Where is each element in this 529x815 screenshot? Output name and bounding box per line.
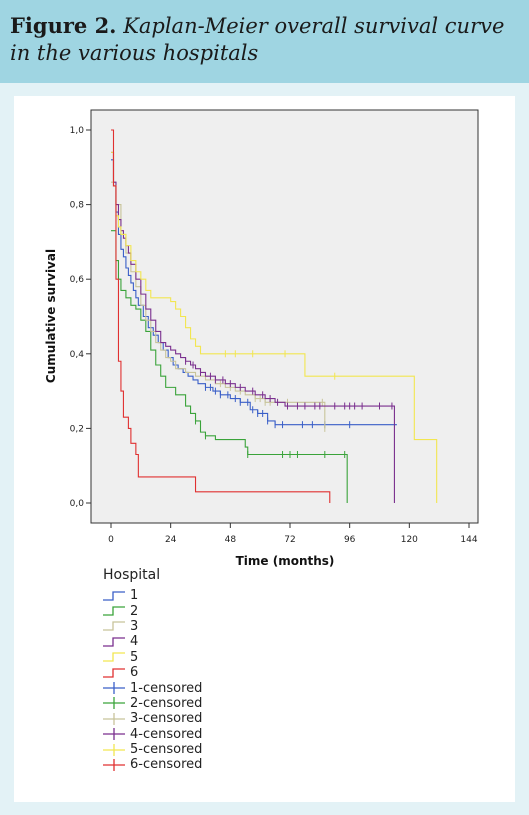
y-tick-label: 0,4 (70, 350, 85, 360)
y-tick-label: 0,6 (70, 275, 85, 285)
legend-censor-swatch (103, 697, 125, 710)
figure-caption: Figure 2. Kaplan-Meier overall survival … (0, 0, 529, 67)
legend-item: 1 (103, 588, 202, 603)
legend-items: 1 2 3 4 5 6 1-censored 2-censored 3-censored 4-ce… (103, 588, 202, 773)
legend-step-swatch (103, 652, 125, 662)
legend-item: 2-censored (103, 696, 202, 711)
y-tick-label: 0,0 (70, 499, 85, 509)
axes: 0 24 48 72 96 120 144 0,0 0,2 0,4 0,6 0,8 1,0 (70, 126, 478, 545)
x-tick-label: 120 (401, 535, 418, 545)
legend-censor-swatch (103, 712, 125, 725)
legend-item: 6-censored (103, 757, 202, 772)
legend-step-swatch (103, 621, 125, 632)
legend-item: 4 (103, 634, 202, 649)
legend-title: Hospital (103, 567, 161, 583)
legend-label: 1-censored (130, 680, 203, 696)
figure-header: Figure 2. Kaplan-Meier overall survival … (0, 0, 529, 83)
legend-item: 1-censored (103, 680, 203, 696)
figure-label: Figure 2. (10, 13, 117, 38)
legend-step-swatch (103, 637, 125, 647)
legend-step-swatch (103, 606, 125, 616)
legend-censor-swatch (103, 743, 125, 756)
legend-item: 3 (103, 619, 202, 634)
y-axis-label: Cumulative survival (44, 249, 58, 383)
legend-label: 2 (130, 603, 139, 619)
legend-label: 6 (130, 665, 139, 681)
legend-item: 6 (103, 665, 202, 680)
legend-item: 5-censored (103, 742, 202, 757)
x-tick-label: 144 (460, 535, 477, 545)
legend: Hospital 1 2 3 4 5 6 1-censored 2-censored 3-cen… (103, 567, 202, 773)
legend-label: 4-censored (130, 726, 203, 742)
series-line-4 (111, 151, 395, 503)
legend-item: 5 (103, 650, 202, 665)
legend-step-swatch (103, 591, 125, 601)
series-line-2 (111, 230, 348, 503)
y-tick-label: 0,8 (70, 201, 85, 211)
legend-label: 5 (130, 649, 139, 665)
x-tick-label: 48 (225, 535, 237, 545)
legend-label: 5-censored (130, 742, 203, 758)
legend-label: 4 (130, 634, 139, 650)
plot-area (90, 109, 479, 524)
legend-censor-swatch (103, 728, 125, 741)
x-tick-label: 24 (165, 535, 177, 545)
series-line-3 (111, 181, 326, 429)
legend-item: 3-censored (103, 711, 202, 726)
legend-label: 2-censored (130, 695, 203, 711)
legend-step-swatch (103, 667, 125, 678)
legend-label: 1 (130, 588, 139, 604)
series-line-6 (111, 129, 331, 503)
series-group (111, 129, 438, 503)
legend-censor-swatch (103, 682, 125, 695)
legend-item: 2 (103, 603, 202, 619)
x-tick-label: 0 (108, 535, 114, 545)
legend-label: 3 (130, 618, 139, 634)
legend-censor-swatch (103, 758, 125, 771)
x-tick-label: 96 (344, 535, 356, 545)
series-line-5 (111, 151, 438, 503)
y-tick-label: 1,0 (70, 126, 85, 136)
legend-label: 3-censored (130, 711, 203, 727)
x-tick-label: 72 (284, 535, 295, 545)
figure-caption-text: Kaplan-Meier overall survival curve in t… (10, 14, 505, 65)
x-axis-label: Time (months) (236, 554, 335, 568)
y-tick-label: 0,2 (70, 424, 84, 434)
legend-item: 4-censored (103, 727, 202, 742)
legend-label: 6-censored (130, 757, 203, 773)
